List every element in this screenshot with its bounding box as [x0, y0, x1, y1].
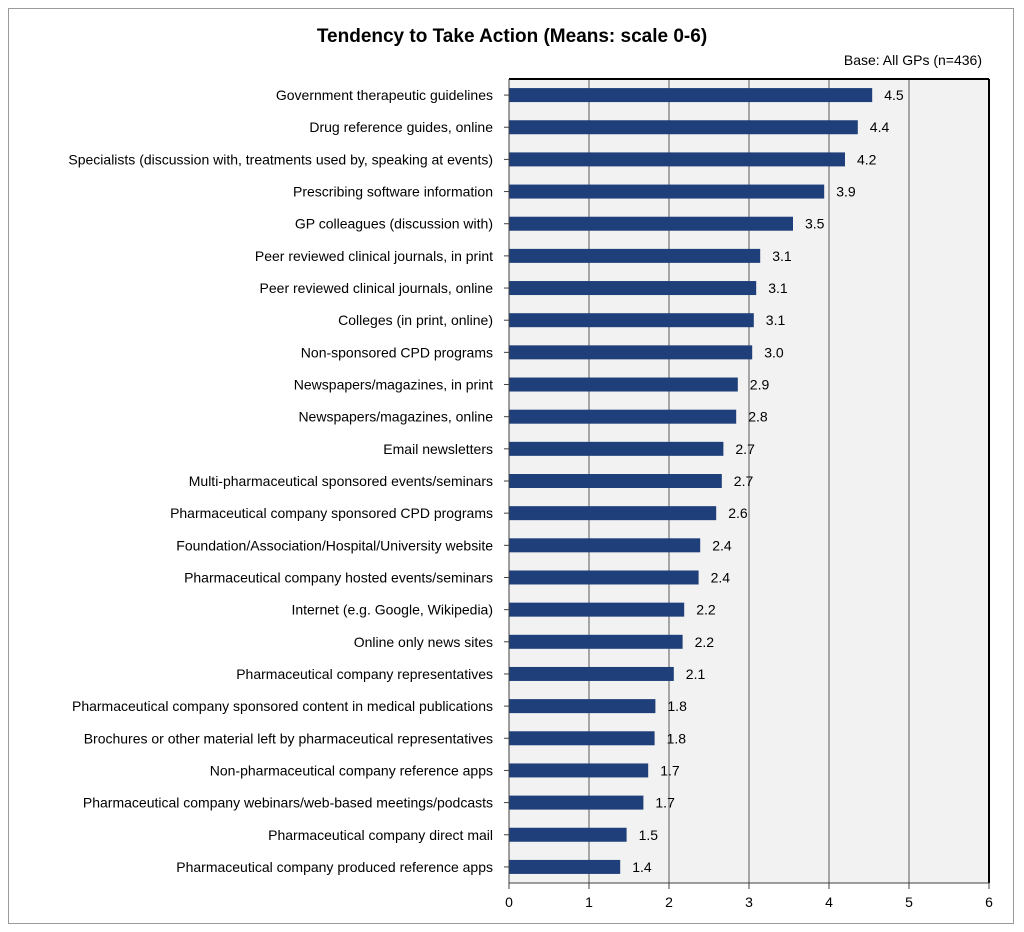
bar [509, 377, 738, 392]
bar [509, 859, 621, 874]
category-label: Internet (e.g. Google, Wikipedia) [291, 602, 493, 618]
category-label: Pharmaceutical company produced referenc… [176, 859, 493, 875]
category-label: Specialists (discussion with, treatments… [68, 151, 493, 167]
x-tick-label: 6 [985, 894, 993, 910]
bar [509, 731, 655, 746]
category-label: GP colleagues (discussion with) [295, 216, 493, 232]
category-label: Government therapeutic guidelines [276, 87, 493, 103]
category-label: Online only news sites [354, 634, 493, 650]
value-label: 1.8 [667, 698, 687, 714]
x-tick-label: 4 [825, 894, 833, 910]
bar [509, 281, 757, 296]
bar [509, 474, 722, 488]
value-label: 2.1 [686, 666, 706, 682]
value-label: 2.6 [728, 505, 748, 521]
category-label: Multi-pharmaceutical sponsored events/se… [189, 473, 493, 489]
category-label: Newspapers/magazines, in print [294, 377, 493, 393]
category-label: Foundation/Association/Hospital/Universi… [176, 537, 493, 553]
bar [509, 313, 754, 328]
bar [509, 441, 724, 456]
category-label: Pharmaceutical company representatives [236, 666, 493, 682]
x-tick-label: 3 [745, 894, 753, 910]
category-label: Pharmaceutical company sponsored CPD pro… [170, 505, 493, 521]
value-label: 1.7 [655, 795, 675, 811]
value-label: 2.4 [712, 537, 732, 553]
value-label: 2.2 [696, 602, 716, 618]
value-label: 4.5 [884, 87, 904, 103]
value-label: 2.9 [750, 377, 770, 393]
category-label: Newspapers/magazines, online [298, 409, 493, 425]
bar [509, 248, 761, 263]
category-label: Non-pharmaceutical company reference app… [210, 762, 493, 778]
category-label: Prescribing software information [293, 184, 493, 200]
bar [509, 827, 627, 842]
bar [509, 345, 753, 360]
category-label: Pharmaceutical company sponsored content… [72, 698, 493, 714]
bars [509, 88, 873, 874]
value-label: 1.8 [667, 730, 687, 746]
value-label: 3.9 [836, 184, 856, 200]
chart-title: Tendency to Take Action (Means: scale 0-… [316, 26, 708, 47]
category-label: Colleges (in print, online) [338, 312, 493, 328]
category-label: Peer reviewed clinical journals, in prin… [255, 248, 493, 264]
bar [509, 763, 649, 778]
bar [509, 699, 656, 714]
value-label: 3.1 [772, 248, 792, 264]
x-tick-label: 5 [905, 894, 913, 910]
bar [509, 152, 845, 167]
category-labels: Government therapeutic guidelines Drug re… [68, 87, 493, 875]
category-label: Non-sponsored CPD programs [301, 344, 493, 360]
category-label: Pharmaceutical company hosted events/sem… [184, 569, 493, 585]
value-label: 2.8 [748, 409, 768, 425]
value-label: 1.4 [632, 859, 652, 875]
chart-subtitle: Base: All GPs (n=436) [843, 52, 982, 68]
value-label: 3.1 [768, 280, 788, 296]
category-label: Brochures or other material left by phar… [84, 730, 493, 746]
bar [509, 634, 683, 649]
value-label: 2.7 [734, 473, 754, 489]
value-label: 2.4 [711, 569, 731, 585]
category-label: Drug reference guides, online [309, 119, 493, 135]
tick-labels: 0 1 2 3 4 5 6 [505, 894, 993, 910]
category-label: Email newsletters [383, 441, 493, 457]
bar [509, 88, 873, 103]
bar [509, 120, 858, 135]
value-label: 4.4 [870, 119, 890, 135]
x-tick-label: 1 [585, 894, 593, 910]
bar [509, 538, 701, 553]
value-label: 1.7 [660, 762, 680, 778]
value-label: 3.1 [766, 312, 786, 328]
x-tick-label: 2 [665, 894, 673, 910]
bar [509, 795, 644, 810]
axes [504, 78, 990, 889]
bar [509, 666, 674, 681]
value-label: 3.5 [805, 216, 825, 232]
category-label: Peer reviewed clinical journals, online [260, 280, 494, 296]
bar [509, 409, 737, 424]
value-label: 3.0 [764, 344, 784, 360]
value-label: 4.2 [857, 151, 877, 167]
bar [509, 184, 825, 199]
bar [509, 216, 793, 231]
value-label: 1.5 [639, 827, 659, 843]
bar [509, 602, 685, 617]
x-tick-label: 0 [505, 894, 513, 910]
value-label: 2.7 [735, 441, 755, 457]
category-label: Pharmaceutical company webinars/web-base… [83, 795, 493, 811]
value-label: 2.2 [695, 634, 715, 650]
bar [509, 570, 699, 585]
bar [509, 506, 717, 521]
value-labels: 4.5 4.4 4.2 3.9 3.5 3.1 3.1 3.1 3.0 2.9 2.8 2.7 2.7 2… [632, 87, 904, 875]
category-label: Pharmaceutical company direct mail [268, 827, 493, 843]
